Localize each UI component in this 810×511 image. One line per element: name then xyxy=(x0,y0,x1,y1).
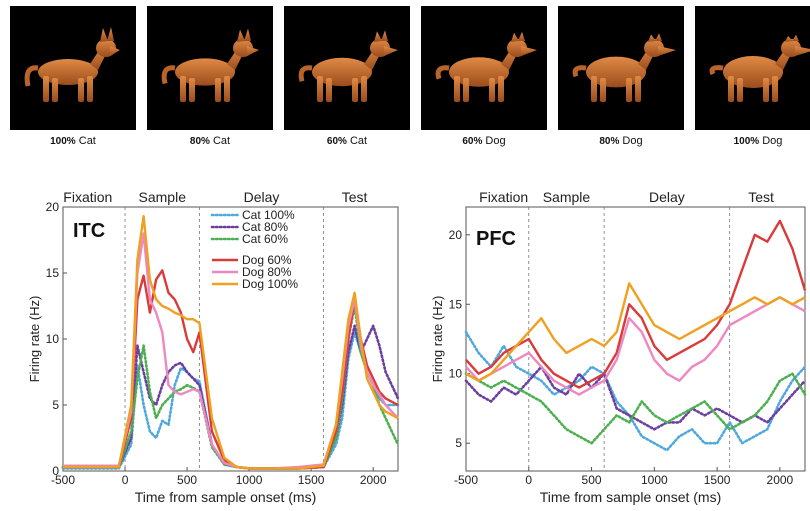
epoch-label: Sample xyxy=(139,189,187,205)
stimulus-percent: 80% xyxy=(599,136,620,147)
y-tick-label: 20 xyxy=(46,200,60,214)
x-tick-label: 1500 xyxy=(298,473,325,487)
stimulus-label: 100% Cat xyxy=(10,135,136,147)
stimulus-category: Cat xyxy=(209,135,231,147)
x-tick-label: 500 xyxy=(582,473,602,487)
x-tick-label: 0 xyxy=(122,473,129,487)
y-tick-label: 5 xyxy=(455,436,462,450)
legend-label: Cat 100% xyxy=(242,208,295,222)
x-tick-label: -500 xyxy=(454,473,478,487)
series-line-cat-60- xyxy=(61,304,400,470)
stimulus-label: 60% Dog xyxy=(421,135,547,147)
epoch-label: Delay xyxy=(649,189,685,205)
x-tick-label: 500 xyxy=(177,473,197,487)
legend-label: Dog 100% xyxy=(242,277,298,291)
stimulus-percent: 60% xyxy=(462,136,483,147)
dog-image xyxy=(695,6,810,130)
epoch-label: Fixation xyxy=(63,189,112,205)
y-tick-label: 10 xyxy=(449,367,463,381)
x-axis-label: Time from sample onset (ms) xyxy=(135,489,317,505)
dog-image xyxy=(421,6,547,130)
legend-label: Dog 80% xyxy=(242,265,292,279)
legend-label: Dog 60% xyxy=(242,253,292,267)
y-tick-label: 5 xyxy=(52,398,59,412)
cat-image xyxy=(147,6,273,130)
series-line-dog-100- xyxy=(63,214,399,470)
x-tick-label: 1000 xyxy=(641,473,668,487)
cat-image xyxy=(284,6,410,130)
epoch-label: Fixation xyxy=(479,189,528,205)
dog-image xyxy=(558,6,684,130)
chart-panel-pfc: Fixation Sample Delay Test -500 0 500 1000 1500 2… xyxy=(430,189,807,505)
x-axis-label: Time from sample onset (ms) xyxy=(540,489,722,505)
stimulus-percent: 80% xyxy=(189,136,210,147)
stimulus-label: 80% Dog xyxy=(558,135,684,147)
stimulus-percent: 60% xyxy=(326,136,347,147)
legend: Cat 100%Cat 80%Cat 60% Dog 60%Dog 80%Dog … xyxy=(210,208,298,291)
series-line-dog-60- xyxy=(465,219,807,389)
epoch-label: Sample xyxy=(543,189,591,205)
series-line-dog-100- xyxy=(465,282,806,382)
chart-title: ITC xyxy=(73,220,105,242)
y-axis-label: Firing rate (Hz) xyxy=(430,296,445,383)
stimulus-category: Dog xyxy=(482,135,506,147)
epoch-label: Test xyxy=(748,189,774,205)
stimulus-category: Dog xyxy=(619,135,643,147)
x-tick-label: 0 xyxy=(525,473,532,487)
series-line-cat-80- xyxy=(464,365,807,431)
chart-panel-itc: Fixation Sample Delay Test-500 0 500 1000 1500 2… xyxy=(27,189,400,505)
y-tick-label: 15 xyxy=(46,266,60,280)
x-tick-label: 1500 xyxy=(704,473,731,487)
x-tick-label: -500 xyxy=(51,473,75,487)
y-tick-label: 15 xyxy=(449,297,463,311)
stimulus-category: Dog xyxy=(759,135,783,147)
y-axis-label: Firing rate (Hz) xyxy=(27,296,42,383)
y-tick-label: 20 xyxy=(449,228,463,242)
series-line-cat-100- xyxy=(464,330,807,452)
stimulus-category: Cat xyxy=(75,135,96,147)
x-tick-label: 2000 xyxy=(360,473,387,487)
epoch-label: Test xyxy=(342,189,368,205)
cat-image xyxy=(10,6,136,130)
stimulus-percent: 100% xyxy=(733,136,760,147)
epoch-label: Delay xyxy=(244,189,280,205)
y-tick-label: 10 xyxy=(46,332,60,346)
plot-frame xyxy=(465,206,806,472)
stimulus-percent: 100% xyxy=(50,136,76,147)
x-tick-label: 2000 xyxy=(767,473,794,487)
series-line-cat-60- xyxy=(464,372,807,445)
y-tick-label: 0 xyxy=(52,464,59,478)
legend-label: Cat 60% xyxy=(242,232,288,246)
series-line-dog-80- xyxy=(465,296,806,396)
legend-label: Cat 80% xyxy=(242,220,288,234)
x-tick-label: 1000 xyxy=(236,473,263,487)
stimulus-label: 80% Cat xyxy=(147,135,273,147)
stimulus-label: 60% Cat xyxy=(284,135,410,147)
stimulus-category: Cat xyxy=(346,135,368,147)
stimulus-label: 100% Dog xyxy=(695,135,810,147)
chart-title: PFC xyxy=(476,228,516,250)
